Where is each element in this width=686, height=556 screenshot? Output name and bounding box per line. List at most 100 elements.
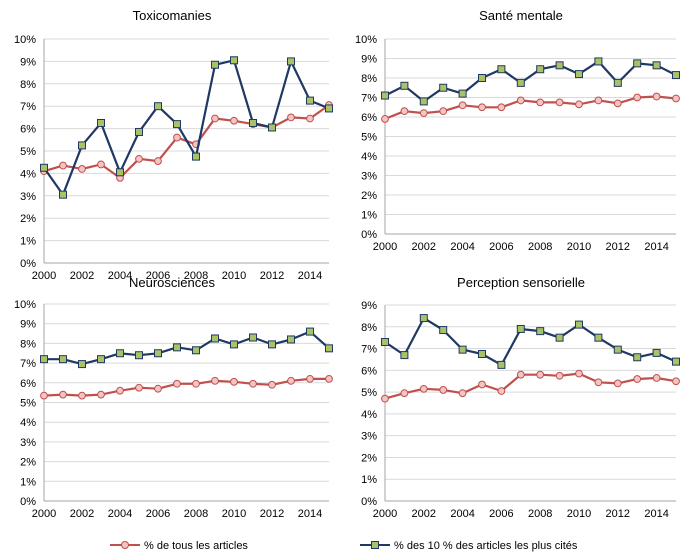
data-point-top10-toxicomanies (230, 56, 238, 65)
x-tick-label-sante-mentale: 2010 (567, 241, 591, 253)
y-tick-label-toxicomanies: 10% (14, 34, 36, 46)
data-point-top10-perception-sensorielle (672, 357, 680, 366)
data-point-all-articles-neurosciences (59, 390, 67, 399)
y-tick-label-sante-mentale: 5% (361, 132, 377, 144)
data-point-all-articles-perception-sensorielle (672, 377, 680, 386)
y-tick-label-perception-sensorielle: 2% (361, 452, 377, 464)
y-tick-label-neurosciences: 4% (20, 417, 36, 429)
data-point-top10-sante-mentale (555, 61, 564, 70)
data-point-all-articles-sante-mentale (478, 103, 486, 112)
series-line-top10-neurosciences (44, 330, 330, 366)
data-point-all-articles-neurosciences (78, 391, 86, 400)
x-tick-label-perception-sensorielle: 2000 (373, 508, 397, 520)
data-point-top10-toxicomanies (211, 60, 219, 69)
data-point-all-articles-perception-sensorielle (555, 371, 564, 380)
data-point-top10-sante-mentale (672, 71, 680, 80)
y-tick-label-sante-mentale: 2% (361, 190, 377, 202)
data-point-all-articles-sante-mentale (652, 92, 661, 101)
x-tick-label-toxicomanies: 2000 (32, 270, 56, 282)
data-point-top10-sante-mentale (458, 89, 467, 98)
data-point-top10-toxicomanies (154, 102, 162, 111)
data-point-top10-neurosciences (78, 360, 86, 369)
data-point-top10-toxicomanies (268, 123, 276, 132)
data-point-top10-neurosciences (287, 335, 295, 344)
x-tick-label-perception-sensorielle: 2014 (644, 508, 668, 520)
data-point-top10-perception-sensorielle (381, 338, 389, 347)
data-point-all-articles-neurosciences (325, 374, 333, 383)
y-tick-label-neurosciences: 10% (14, 299, 36, 311)
data-point-all-articles-sante-mentale (575, 100, 583, 109)
legend-label-all-articles: % de tous les articles (144, 540, 248, 552)
y-tick-label-perception-sensorielle: 1% (361, 474, 377, 486)
y-tick-label-toxicomanies: 3% (20, 191, 36, 203)
data-point-all-articles-sante-mentale (400, 107, 409, 116)
data-point-top10-perception-sensorielle (555, 333, 564, 342)
data-point-all-articles-sante-mentale (536, 98, 545, 107)
data-point-top10-neurosciences (249, 333, 257, 342)
series-line-top10-toxicomanies (43, 59, 330, 196)
y-tick-label-toxicomanies: 0% (20, 258, 36, 270)
series-line-top10-perception-sensorielle (384, 317, 677, 366)
data-point-all-articles-perception-sensorielle (400, 389, 409, 398)
data-point-all-articles-perception-sensorielle (439, 386, 448, 394)
data-point-all-articles-perception-sensorielle (613, 379, 622, 388)
data-point-top10-perception-sensorielle (458, 345, 467, 354)
x-tick-label-neurosciences: 2004 (108, 508, 132, 520)
data-point-all-articles-neurosciences (230, 377, 238, 386)
data-point-all-articles-perception-sensorielle (458, 389, 467, 398)
data-point-all-articles-sante-mentale (419, 109, 428, 117)
data-point-top10-sante-mentale (613, 78, 622, 87)
data-point-top10-perception-sensorielle (575, 320, 583, 329)
data-point-all-articles-toxicomanies (78, 165, 86, 173)
legend: % de tous les articles % des 10 % des ar… (110, 540, 578, 552)
data-point-top10-toxicomanies (97, 119, 105, 127)
data-point-all-articles-toxicomanies (306, 114, 314, 123)
y-tick-label-neurosciences: 7% (20, 358, 36, 370)
data-point-all-articles-sante-mentale (516, 96, 525, 105)
y-tick-label-perception-sensorielle: 7% (361, 344, 377, 356)
y-tick-label-toxicomanies: 9% (20, 56, 36, 68)
x-tick-label-neurosciences: 2008 (184, 508, 208, 520)
data-point-all-articles-neurosciences (173, 379, 181, 388)
data-point-top10-perception-sensorielle (400, 351, 409, 360)
panel-perception-sensorielle: Perception sensorielle 0% 1% 2% 3% 4% 5% 6% 7% 8%… (361, 275, 680, 520)
y-tick-label-perception-sensorielle: 5% (361, 387, 377, 399)
data-point-all-articles-neurosciences (268, 380, 276, 389)
y-tick-label-neurosciences: 6% (20, 378, 36, 390)
data-point-all-articles-sante-mentale (458, 101, 467, 110)
x-tick-label-neurosciences: 2006 (146, 508, 170, 520)
y-tick-label-toxicomanies: 7% (20, 101, 36, 113)
x-tick-label-toxicomanies: 2014 (298, 270, 322, 282)
data-point-all-articles-sante-mentale (594, 96, 603, 105)
y-tick-label-toxicomanies: 5% (20, 146, 36, 158)
y-tick-label-sante-mentale: 1% (361, 210, 377, 222)
data-point-top10-neurosciences (173, 343, 181, 352)
y-tick-label-neurosciences: 5% (20, 398, 36, 410)
data-point-all-articles-neurosciences (287, 376, 295, 385)
data-point-top10-sante-mentale (594, 57, 603, 66)
y-tick-label-sante-mentale: 4% (361, 151, 377, 163)
data-point-top10-sante-mentale (536, 65, 545, 74)
data-point-all-articles-toxicomanies (230, 116, 238, 125)
y-tick-label-perception-sensorielle: 8% (361, 322, 377, 334)
data-point-top10-sante-mentale (478, 74, 486, 82)
data-point-top10-toxicomanies (306, 96, 314, 105)
data-point-all-articles-perception-sensorielle (419, 384, 428, 393)
data-point-top10-toxicomanies (116, 168, 124, 177)
data-point-top10-sante-mentale (419, 97, 428, 106)
y-tick-label-toxicomanies: 6% (20, 124, 36, 136)
panel-title-neurosciences: Neurosciences (129, 275, 215, 290)
data-point-top10-perception-sensorielle (516, 324, 525, 333)
legend-marker-all-articles (121, 541, 129, 549)
x-tick-label-perception-sensorielle: 2008 (528, 508, 552, 520)
data-point-all-articles-neurosciences (249, 379, 257, 388)
y-tick-label-sante-mentale: 0% (361, 229, 377, 241)
data-point-all-articles-toxicomanies (59, 161, 67, 170)
data-point-all-articles-sante-mentale (439, 107, 448, 116)
x-tick-label-sante-mentale: 2006 (489, 241, 513, 253)
x-tick-label-toxicomanies: 2010 (222, 270, 246, 282)
data-point-top10-perception-sensorielle (497, 360, 506, 369)
legend-marker-top10 (371, 541, 379, 549)
y-tick-label-neurosciences: 2% (20, 457, 36, 469)
x-tick-label-neurosciences: 2002 (70, 508, 94, 520)
